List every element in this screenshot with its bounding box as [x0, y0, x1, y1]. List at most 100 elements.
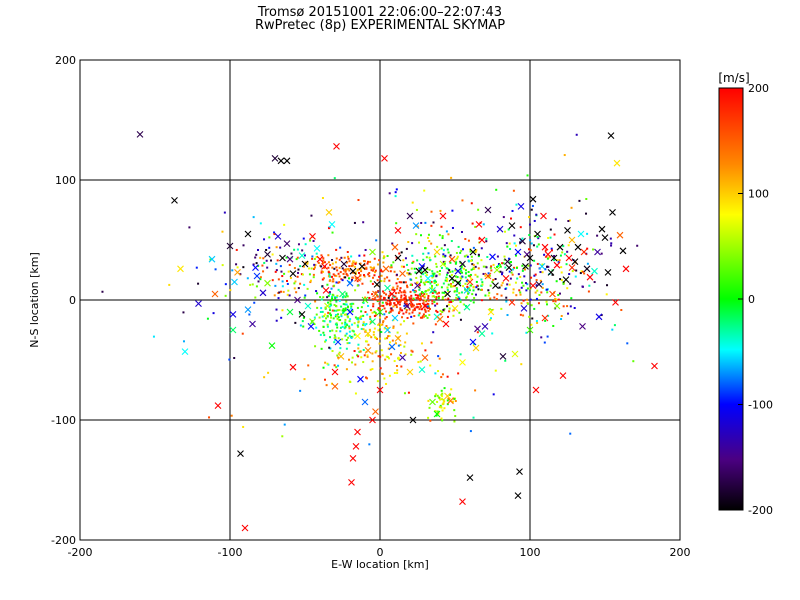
scatter-dot — [263, 261, 266, 264]
scatter-dot — [455, 287, 458, 290]
scatter-dot — [368, 275, 371, 278]
scatter-dot — [534, 273, 537, 276]
scatter-dot — [525, 331, 528, 334]
scatter-dot — [409, 278, 412, 281]
scatter-x-marker — [568, 264, 576, 271]
scatter-dot — [357, 317, 360, 320]
scatter-dot — [413, 267, 416, 270]
scatter-x-marker — [489, 253, 496, 261]
scatter-dot — [331, 309, 334, 312]
scatter-dot — [320, 271, 323, 274]
scatter-dot — [348, 325, 351, 328]
scatter-dot — [331, 259, 334, 262]
scatter-dot — [418, 293, 421, 296]
scatter-dot — [430, 224, 433, 227]
scatter-dot — [394, 292, 397, 295]
scatter-x-marker — [534, 230, 541, 238]
scatter-dot — [257, 264, 260, 267]
scatter-dot — [254, 256, 257, 259]
scatter-dot — [526, 298, 529, 301]
scatter-dot — [329, 336, 332, 339]
scatter-dot — [437, 355, 440, 358]
scatter-dot — [456, 276, 459, 279]
scatter-x-marker — [553, 302, 561, 310]
scatter-dot — [328, 273, 331, 276]
scatter-dot — [344, 307, 347, 310]
scatter-dot — [364, 296, 367, 299]
scatter-x-marker — [466, 278, 474, 286]
scatter-dot — [340, 313, 343, 316]
scatter-dot — [376, 263, 379, 266]
scatter-dot — [280, 270, 283, 273]
scatter-dot — [450, 176, 453, 179]
scatter-dot — [339, 330, 342, 333]
scatter-dot — [397, 302, 400, 305]
scatter-dot — [318, 329, 321, 332]
scatter-dot — [309, 279, 312, 282]
scatter-x-marker — [369, 318, 376, 325]
scatter-x-marker — [384, 326, 391, 334]
scatter-dot — [402, 281, 405, 284]
scatter-dot — [547, 265, 550, 268]
scatter-dot — [312, 268, 315, 271]
scatter-x-marker — [181, 348, 189, 355]
scatter-dot — [315, 256, 318, 259]
scatter-dot — [550, 249, 553, 252]
scatter-dot — [395, 188, 398, 191]
scatter-dot — [472, 285, 475, 288]
scatter-dot — [350, 336, 353, 339]
scatter-dot — [381, 354, 384, 357]
scatter-dot — [236, 266, 239, 269]
scatter-dot — [441, 237, 444, 240]
scatter-dot — [399, 307, 402, 310]
scatter-dot — [255, 253, 258, 256]
scatter-dot — [332, 278, 335, 281]
scatter-x-marker — [283, 157, 291, 165]
scatter-dot — [348, 327, 351, 330]
scatter-dot — [275, 262, 278, 265]
scatter-dot — [338, 309, 341, 312]
scatter-dot — [378, 302, 381, 305]
scatter-dot — [366, 260, 369, 263]
scatter-dot — [362, 322, 365, 325]
scatter-dot — [346, 261, 349, 264]
scatter-dot — [344, 276, 347, 279]
scatter-dot — [505, 242, 508, 245]
scatter-dot — [339, 347, 342, 350]
scatter-dot — [353, 333, 356, 336]
scatter-dot — [231, 269, 234, 272]
scatter-dot — [259, 276, 262, 279]
scatter-dot — [552, 300, 555, 303]
scatter-dot — [392, 305, 395, 308]
scatter-dot — [420, 342, 423, 345]
scatter-dot — [373, 298, 376, 301]
scatter-dot — [535, 279, 538, 282]
scatter-dot — [335, 330, 338, 333]
scatter-dot — [208, 416, 211, 419]
scatter-dot — [368, 272, 371, 275]
scatter-dot — [323, 315, 326, 318]
scatter-dot — [427, 297, 430, 300]
scatter-dot — [369, 280, 372, 283]
scatter-dot — [368, 443, 371, 446]
scatter-dot — [362, 301, 365, 304]
scatter-dot — [400, 265, 403, 268]
scatter-x-marker — [309, 318, 316, 325]
scatter-dot — [499, 265, 502, 268]
scatter-dot — [376, 380, 379, 383]
scatter-x-marker — [433, 410, 441, 418]
scatter-dot — [360, 306, 363, 309]
scatter-dot — [636, 244, 639, 247]
scatter-dot — [562, 282, 565, 285]
scatter-dot — [521, 269, 524, 272]
scatter-dot — [330, 287, 333, 290]
scatter-x-marker — [544, 251, 552, 258]
scatter-dot — [411, 242, 414, 245]
scatter-dot — [302, 316, 305, 319]
scatter-dot — [520, 363, 523, 366]
scatter-dot — [473, 267, 476, 270]
scatter-dot — [430, 242, 433, 245]
scatter-dot — [301, 320, 304, 323]
scatter-dot — [379, 355, 382, 358]
scatter-dot — [606, 284, 609, 287]
